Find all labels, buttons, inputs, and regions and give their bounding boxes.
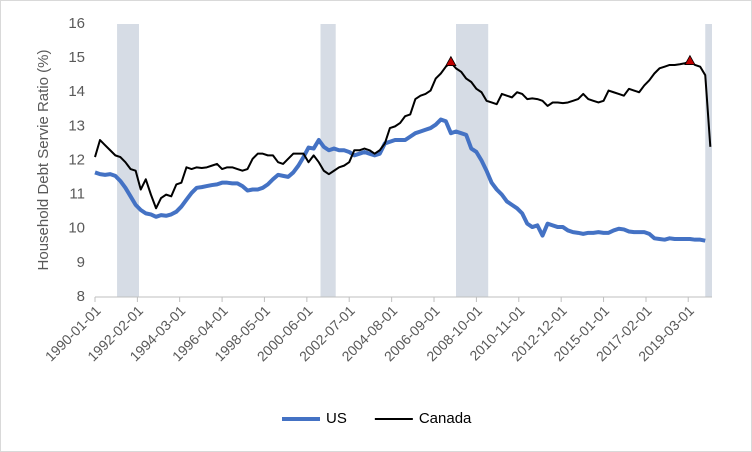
y-tick-label: 13 [68, 117, 85, 134]
y-tick-label: 16 [68, 15, 85, 32]
legend-label: Canada [419, 410, 472, 427]
recession-band [320, 24, 336, 297]
y-tick-label: 12 [68, 151, 85, 168]
y-axis-label: Household Debt Servie Ratio (%) [35, 50, 52, 271]
peak-marker [445, 55, 457, 66]
y-tick-label: 15 [68, 49, 85, 66]
y-tick-label: 8 [77, 288, 85, 305]
peak-marker [684, 54, 696, 65]
recession-band [705, 24, 712, 297]
series-line [94, 60, 712, 210]
recession-band [117, 24, 139, 297]
legend-label: US [326, 410, 347, 427]
y-tick-label: 10 [68, 220, 85, 237]
series-line [94, 117, 706, 243]
y-tick-label: 14 [68, 83, 85, 100]
y-tick-label: 9 [77, 254, 85, 271]
y-tick-label: 11 [69, 186, 85, 203]
